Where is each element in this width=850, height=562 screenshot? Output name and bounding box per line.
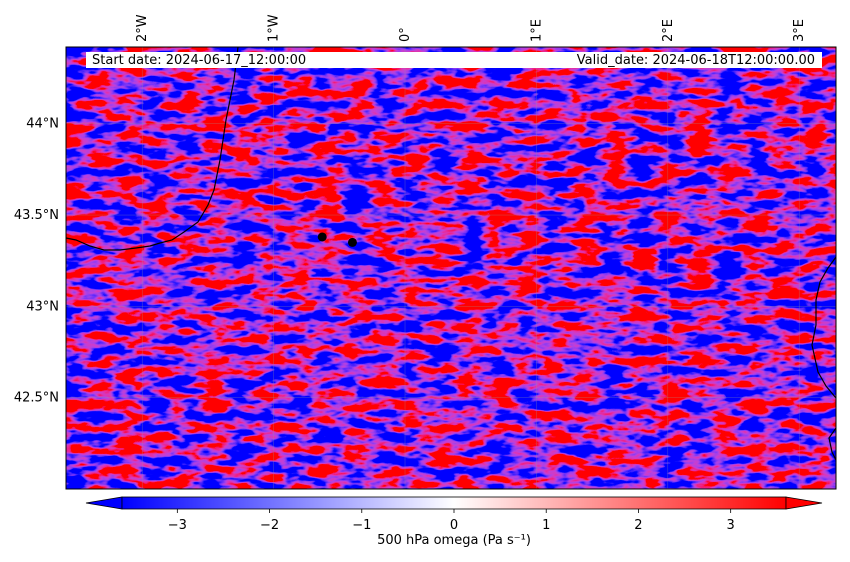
coastline-mediterranean: [811, 256, 836, 399]
station-2-marker: [347, 237, 357, 247]
lon-tick-label: 0°: [398, 27, 413, 42]
colorbar-tick-label: −2: [260, 518, 279, 533]
lat-tick-label: 43°N: [26, 299, 59, 314]
map-frame: [65, 46, 837, 490]
latitude-tick-labels: 44°N 43.5°N 43°N 42.5°N: [14, 117, 59, 406]
colorbar-tick-label: −1: [352, 518, 371, 533]
lon-tick-label: 3°E: [792, 19, 807, 42]
colorbar-extend-high: [785, 496, 823, 510]
start-date-label: Start date: 2024-06-17_12:00:00: [92, 53, 306, 68]
map-panel: Start date: 2024-06-17_12:00:00 Valid_da…: [14, 14, 837, 490]
lat-tick-label: 44°N: [26, 117, 59, 132]
colorbar-tick-label: 0: [450, 518, 458, 533]
longitude-tick-labels: 2°W 1°W 0° 1°E 2°E 3°E: [135, 14, 807, 42]
colorbar: −3 −2 −1 0 1 2 3 500 hPa omega (Pa s⁻¹): [85, 496, 823, 548]
colorbar-ticks: −3 −2 −1 0 1 2 3: [168, 509, 735, 533]
colorbar-tick-label: 3: [727, 518, 735, 533]
gridlines: [66, 47, 836, 489]
lon-tick-label: 2°W: [135, 14, 150, 42]
lat-tick-label: 43.5°N: [14, 208, 59, 223]
lon-tick-label: 1°W: [267, 14, 282, 42]
colorbar-tick-label: 2: [634, 518, 642, 533]
colorbar-extend-low: [85, 496, 123, 510]
date-label-background: [86, 52, 822, 68]
lon-tick-label: 2°E: [661, 19, 676, 42]
colorbar-tick-label: −3: [168, 518, 187, 533]
coastline-bay-of-biscay: [66, 47, 239, 251]
station-1-marker: [317, 232, 327, 242]
valid-date-label: Valid_date: 2024-06-18T12:00:00.00: [577, 53, 815, 68]
coastline-mediterranean-south: [828, 427, 836, 461]
colorbar-tick-label: 1: [542, 518, 550, 533]
omega-field: [66, 47, 836, 489]
lat-tick-label: 42.5°N: [14, 391, 59, 406]
colorbar-gradient: [121, 496, 787, 510]
lon-tick-label: 1°E: [529, 19, 544, 42]
station-markers: [317, 232, 357, 247]
colorbar-label: 500 hPa omega (Pa s⁻¹): [377, 533, 531, 548]
